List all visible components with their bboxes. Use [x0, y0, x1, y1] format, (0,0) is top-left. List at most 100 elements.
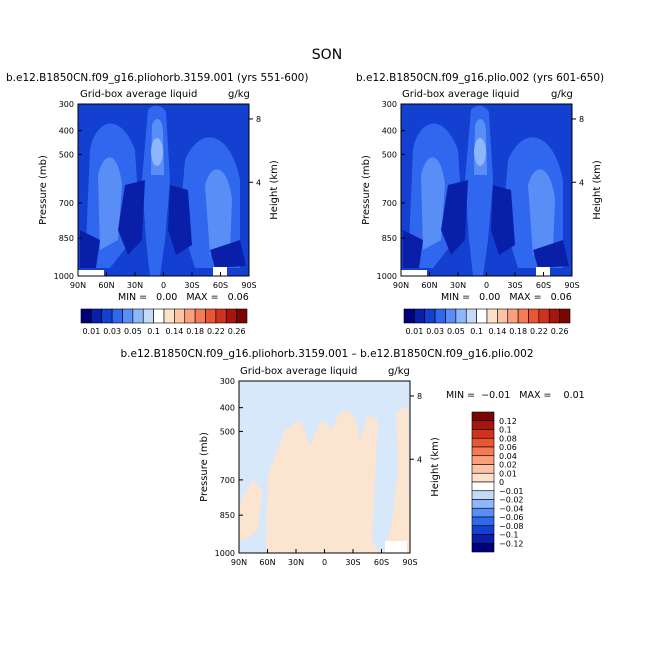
- lat-tick-label: 0: [161, 281, 166, 290]
- colorbar-label: 0.06: [499, 443, 517, 452]
- colorbar-swatch: [101, 308, 113, 324]
- panel-1: b.e12.B1850CN.f09_g16.pliohorb.3159.001 …: [6, 72, 308, 277]
- pressure-tick-label: 500: [59, 150, 74, 159]
- panel-3-plot-area: [238, 380, 411, 554]
- lat-tick-label: 60S: [374, 558, 389, 567]
- colorbar-label: 0.1: [147, 327, 160, 336]
- colorbar-swatch: [517, 308, 529, 324]
- lat-tick-label: 30N: [288, 558, 304, 567]
- colorbar-label: 0.04: [499, 452, 517, 461]
- colorbar-label: 0.01: [499, 469, 517, 478]
- colorbar-swatch: [153, 308, 165, 324]
- panel-1-stats: MIN = 0.00 MAX = 0.06: [118, 292, 249, 303]
- pressure-tick-label: 850: [382, 234, 397, 243]
- lat-tick-label: 60N: [259, 558, 275, 567]
- pressure-tick-label: 500: [220, 427, 235, 436]
- height-tick-label: 8: [417, 392, 422, 401]
- colorbar-top-1: 0.01 0.03 0.05 0.1 0.14 0.18 0.22 0.26: [80, 308, 248, 336]
- colorbar-label: 0.22: [207, 327, 225, 336]
- colorbar-label: 0.01: [82, 327, 100, 336]
- colorbar-swatch: [538, 308, 550, 324]
- colorbar-swatch: [225, 308, 237, 324]
- height-tick-label: 4: [579, 178, 584, 187]
- colorbar-swatch: [236, 308, 248, 324]
- lat-tick-label: 30N: [450, 281, 466, 290]
- colorbar-swatch: [471, 437, 495, 448]
- colorbar-label: 0.03: [426, 327, 444, 336]
- colorbar-label: 0.18: [186, 327, 204, 336]
- colorbar-label: 0.12: [499, 417, 517, 426]
- colorbar-label: −0.12: [499, 539, 524, 548]
- lat-tick-label: 90N: [231, 558, 247, 567]
- colorbar-swatch: [471, 534, 495, 544]
- pressure-tick-label: 400: [382, 127, 397, 136]
- colorbar-swatch: [471, 542, 495, 553]
- colorbar-swatch: [507, 308, 519, 324]
- lat-tick-label: 90S: [241, 281, 256, 290]
- panel-2-variable: Grid-box average liquid: [402, 89, 519, 100]
- colorbar-label: 0.18: [509, 327, 527, 336]
- colorbar-swatch: [471, 446, 495, 457]
- lat-tick-label: 60N: [421, 281, 437, 290]
- lat-tick-label: 90N: [70, 281, 86, 290]
- colorbar-swatch: [163, 308, 175, 324]
- colorbar-label: 0: [499, 478, 504, 487]
- panel-3-units: g/kg: [388, 366, 410, 377]
- height-tick-label: 8: [579, 115, 584, 124]
- lat-tick-label: 90N: [393, 281, 409, 290]
- lat-tick-label: 60S: [213, 281, 228, 290]
- colorbar-swatch: [465, 308, 477, 324]
- colorbar-swatch: [471, 420, 495, 430]
- colorbar-swatch: [142, 308, 154, 324]
- lat-tick-label: 90S: [564, 281, 579, 290]
- pressure-tick-label: 1000: [215, 549, 235, 558]
- colorbar-swatch: [414, 308, 426, 324]
- colorbar-diff: 0.120.10.080.060.040.020.010−0.01−0.02−0…: [471, 411, 524, 553]
- colorbar-top-2: 0.01 0.03 0.05 0.1 0.14 0.18 0.22 0.26: [403, 308, 571, 336]
- colorbar-label: −0.06: [499, 513, 524, 522]
- colorbar-label: 0.14: [488, 327, 506, 336]
- height-tick-label: 4: [417, 455, 422, 464]
- lat-tick-label: 30S: [345, 558, 360, 567]
- pressure-tick-label: 1000: [377, 272, 397, 281]
- panel-1-plot-area: [77, 103, 250, 277]
- pressure-axis-label: Pressure (mb): [38, 155, 49, 225]
- height-axis-label: Height (km): [430, 437, 441, 497]
- colorbar-swatch: [80, 308, 92, 324]
- colorbar-swatch: [471, 499, 495, 509]
- colorbar-swatch: [471, 481, 495, 492]
- colorbar-swatch: [132, 308, 144, 324]
- colorbar-label: 0.14: [165, 327, 183, 336]
- pressure-tick-label: 500: [382, 150, 397, 159]
- colorbar-label: −0.01: [499, 487, 524, 496]
- colorbar-swatch: [445, 308, 457, 324]
- colorbar-swatch: [455, 308, 467, 324]
- colorbar-swatch: [471, 507, 495, 518]
- panel-2-title: b.e12.B1850CN.f09_g16.plio.002 (yrs 601-…: [356, 72, 604, 84]
- pressure-tick-label: 700: [220, 476, 235, 485]
- colorbar-swatch: [91, 308, 103, 324]
- panel-1-variable: Grid-box average liquid: [80, 89, 197, 100]
- lat-tick-label: 30S: [507, 281, 522, 290]
- colorbar-label: 0.1: [470, 327, 483, 336]
- colorbar-label: 0.26: [228, 327, 246, 336]
- lat-tick-label: 90S: [402, 558, 417, 567]
- height-axis-label: Height (km): [269, 160, 280, 220]
- panel-2-axes: 300 400 500 700 850 1000 8 4 90N 60N 30N 0 30S 60S 90S…: [361, 100, 603, 303]
- pressure-tick-label: 850: [59, 234, 74, 243]
- panel-3-variable: Grid-box average liquid: [240, 366, 357, 377]
- colorbar-swatch: [471, 516, 495, 527]
- colorbar-swatch: [122, 308, 134, 324]
- colorbar-label: 0.08: [499, 434, 517, 443]
- height-tick-label: 4: [256, 178, 261, 187]
- panel-2-stats: MIN = 0.00 MAX = 0.06: [441, 292, 572, 303]
- colorbar-swatch: [471, 455, 495, 465]
- panel-2: b.e12.B1850CN.f09_g16.plio.002 (yrs 601-…: [356, 72, 604, 277]
- panel-3-axes: 300 400 500 700 850 1000 8 4 90N 60N 30N 0 30S 60S 90S…: [199, 377, 585, 567]
- colorbar-swatch: [174, 308, 186, 324]
- colorbar-swatch: [471, 411, 495, 422]
- pressure-tick-label: 300: [59, 100, 74, 109]
- colorbar-swatch: [111, 308, 123, 324]
- pressure-tick-label: 400: [59, 127, 74, 136]
- panel-2-plot-area: [400, 103, 573, 277]
